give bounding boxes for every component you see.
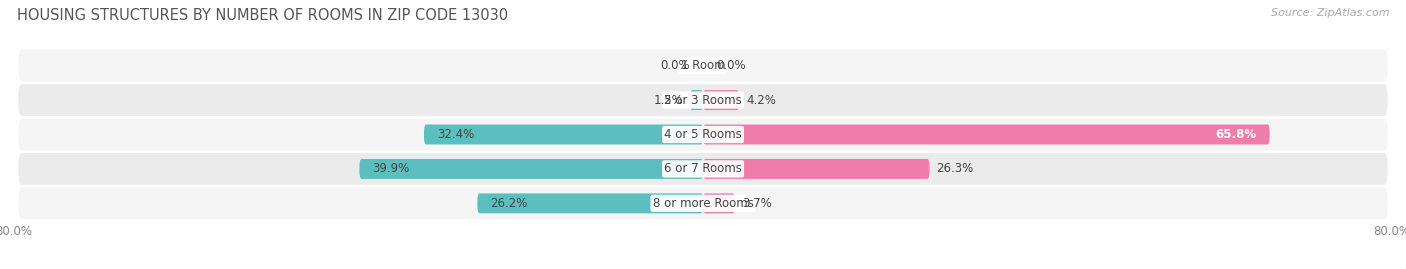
Text: 8 or more Rooms: 8 or more Rooms — [652, 197, 754, 210]
Text: 65.8%: 65.8% — [1216, 128, 1257, 141]
FancyBboxPatch shape — [425, 125, 703, 144]
FancyBboxPatch shape — [478, 193, 703, 213]
Text: 26.2%: 26.2% — [491, 197, 527, 210]
Text: 3.7%: 3.7% — [742, 197, 772, 210]
Text: Source: ZipAtlas.com: Source: ZipAtlas.com — [1271, 8, 1389, 18]
FancyBboxPatch shape — [18, 50, 1388, 82]
FancyBboxPatch shape — [18, 153, 1388, 185]
FancyBboxPatch shape — [18, 119, 1388, 150]
FancyBboxPatch shape — [703, 90, 740, 110]
Text: 32.4%: 32.4% — [437, 128, 474, 141]
Text: 1 Room: 1 Room — [681, 59, 725, 72]
FancyBboxPatch shape — [690, 90, 703, 110]
Text: 4 or 5 Rooms: 4 or 5 Rooms — [664, 128, 742, 141]
Text: 0.0%: 0.0% — [661, 59, 690, 72]
Text: HOUSING STRUCTURES BY NUMBER OF ROOMS IN ZIP CODE 13030: HOUSING STRUCTURES BY NUMBER OF ROOMS IN… — [17, 8, 508, 23]
Text: 39.9%: 39.9% — [373, 162, 409, 175]
Text: 0.0%: 0.0% — [716, 59, 745, 72]
FancyBboxPatch shape — [703, 193, 735, 213]
Text: 4.2%: 4.2% — [747, 94, 776, 107]
FancyBboxPatch shape — [18, 187, 1388, 219]
Text: 2 or 3 Rooms: 2 or 3 Rooms — [664, 94, 742, 107]
FancyBboxPatch shape — [18, 84, 1388, 116]
Text: 6 or 7 Rooms: 6 or 7 Rooms — [664, 162, 742, 175]
Text: 26.3%: 26.3% — [936, 162, 973, 175]
FancyBboxPatch shape — [703, 125, 1270, 144]
FancyBboxPatch shape — [703, 159, 929, 179]
FancyBboxPatch shape — [360, 159, 703, 179]
Text: 1.5%: 1.5% — [654, 94, 683, 107]
